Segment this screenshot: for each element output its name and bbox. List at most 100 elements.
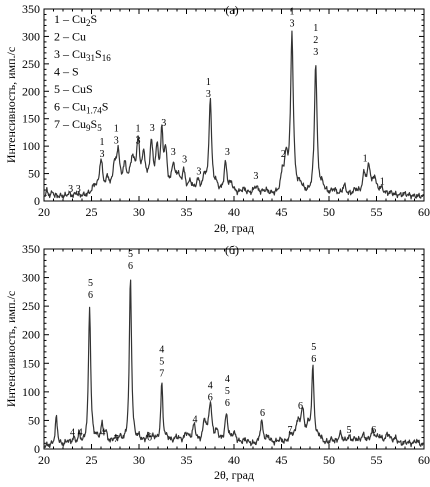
peak-label: 3 [171, 147, 176, 158]
peak-label-number: 1 [313, 23, 318, 34]
peak-label-number: 3 [206, 89, 211, 100]
peak-label-number: 6 [147, 432, 152, 443]
peak-label: 123 [313, 23, 318, 58]
peak-label-number: 5 [88, 278, 93, 289]
y-tick-label: 0 [34, 442, 40, 456]
legend-entry: 5 – CuS [54, 82, 93, 96]
peak-label-number: 3 [68, 184, 73, 195]
peak-label: 7 [114, 434, 119, 445]
peak-label-number: 2 [313, 35, 318, 46]
x-tick-label: 40 [228, 453, 240, 467]
y-tick-label: 300 [22, 271, 40, 285]
peak-label-number: 3 [253, 171, 258, 182]
peak-label-number: 7 [159, 368, 164, 379]
peak-label-number: 5 [346, 425, 351, 436]
peak-label-number: 1 [289, 7, 294, 18]
peak-label-number: 4 [208, 380, 213, 391]
x-tick-label: 60 [418, 453, 430, 467]
peak-label-number: 4 [193, 415, 198, 426]
peak-label: 56 [311, 342, 316, 365]
x-tick-label: 55 [371, 205, 383, 219]
peak-label-number: 5 [159, 356, 164, 367]
x-tick-label: 35 [181, 453, 193, 467]
peak-label-number: 6 [225, 398, 230, 409]
chart-panel-2: 20 25 30 35 40 45 50 55 600501001502002503003502… [4, 242, 430, 482]
peak-label-number: 2 [281, 149, 286, 160]
peak-label-number: 5 [311, 342, 316, 353]
peak-label-number: 6 [298, 401, 303, 412]
peak-label-number: 6 [260, 408, 265, 419]
peak-label: 2 [281, 149, 286, 160]
peak-label: 6 [147, 432, 152, 443]
peak-label-number: 4 [159, 344, 164, 355]
legend-entry: 3 – Cu31​S16​ [54, 47, 111, 63]
peak-label: 3 [196, 167, 201, 178]
peak-label: 4 [193, 415, 198, 426]
diffraction-pattern-line [43, 279, 425, 448]
peak-label-number: 6 [128, 261, 133, 272]
peak-label-number: 3 [289, 19, 294, 30]
peak-label-number: 5 [225, 386, 230, 397]
x-tick-label: 25 [86, 205, 98, 219]
peak-label-number: 4 [78, 427, 83, 438]
peak-label-number: 3 [313, 47, 318, 58]
y-tick-label: 300 [22, 29, 40, 43]
x-tick-label: 50 [323, 205, 335, 219]
peak-label-number: 3 [161, 118, 166, 129]
peak-label-number: 6 [88, 290, 93, 301]
y-tick-label: 50 [28, 167, 40, 181]
peak-label-number: 1 [136, 123, 141, 134]
x-tick-label: 35 [181, 205, 193, 219]
peak-label: 13 [206, 77, 211, 100]
legend-entry: 2 – Cu [54, 30, 86, 44]
peak-label: 456 [225, 374, 230, 409]
peak-label: 56 [88, 278, 93, 301]
y-tick-label: 250 [22, 57, 40, 71]
peak-label-number: 5 [128, 249, 133, 260]
x-tick-label: 20 [38, 453, 50, 467]
peak-label-number: 3 [76, 184, 81, 195]
y-axis-label: Интенсивность, имп./с [4, 47, 18, 163]
peak-label-number: 3 [99, 149, 104, 160]
peak-label-number: 3 [114, 135, 119, 146]
peak-label: 13 [289, 7, 294, 30]
peak-label: 6 [371, 425, 376, 436]
peak-label: 6 [260, 408, 265, 419]
x-tick-label: 45 [276, 453, 288, 467]
y-tick-label: 100 [22, 139, 40, 153]
y-tick-label: 250 [22, 299, 40, 313]
peak-label: 3 [150, 123, 155, 134]
x-tick-label: 25 [86, 453, 98, 467]
peak-label-number: 7 [288, 425, 293, 436]
peak-label: 13 [136, 123, 141, 146]
peak-label: 3 [225, 147, 230, 158]
legend-entry: 6 – Cu1.74​S [54, 100, 108, 116]
peak-label-number: 1 [114, 123, 119, 134]
y-tick-label: 150 [22, 112, 40, 126]
legend: 1 – Cu2​S 2 – Cu 3 – Cu31​S16​ 4 – S 5 – CuS… [54, 12, 111, 133]
peak-label-number: 3 [196, 167, 201, 178]
legend-entry: 7 – Cu9​S5​ [54, 117, 102, 133]
peak-label: 457 [159, 344, 164, 379]
x-axis-label: 2θ, град [214, 221, 254, 235]
peak-label-number: 3 [182, 155, 187, 166]
peak-label: 13 [99, 137, 104, 160]
peak-label-number: 3 [171, 147, 176, 158]
peak-label-number: 4 [100, 427, 105, 438]
peak-label: 46 [208, 380, 213, 403]
peak-label-number: 6 [311, 354, 316, 365]
y-tick-label: 50 [28, 413, 40, 427]
x-tick-label: 60 [418, 205, 430, 219]
peak-label-number: 6 [208, 392, 213, 403]
y-tick-label: 100 [22, 385, 40, 399]
y-tick-label: 200 [22, 328, 40, 342]
x-tick-label: 30 [133, 453, 145, 467]
peak-label: 5 [346, 425, 351, 436]
peak-label-number: 3 [225, 147, 230, 158]
peak-label-number: 4 [225, 374, 230, 385]
peak-label: 3 [76, 184, 81, 195]
peak-label-number: 1 [363, 154, 368, 165]
peak-label-number: 6 [371, 425, 376, 436]
plot-frame [43, 248, 425, 450]
